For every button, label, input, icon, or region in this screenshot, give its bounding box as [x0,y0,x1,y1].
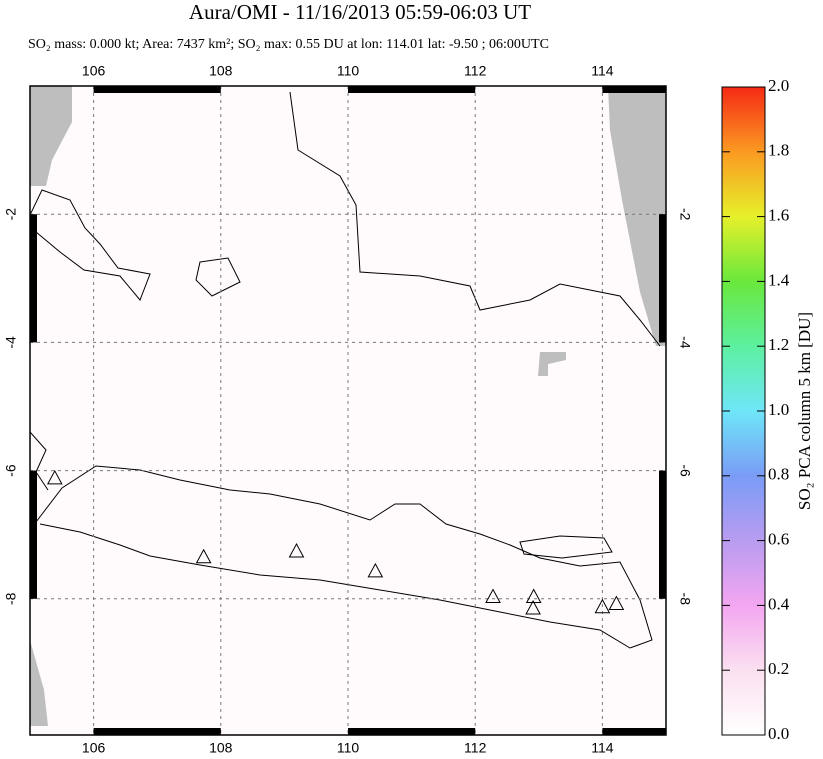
grid [30,86,666,735]
x-tick-label: 112 [464,63,487,79]
frame-band [659,214,666,343]
y-tick-label: -8 [3,592,19,605]
y-tick-label: -8 [677,593,693,606]
y-tick-label: -2 [3,208,19,221]
frame-band [348,86,476,93]
frame [30,86,666,735]
coastline [195,257,241,297]
colorbar-tick-label: 0.4 [768,594,790,613]
coastline [289,91,661,347]
map-border [29,85,667,736]
y-tick-label: -6 [3,464,19,477]
x-tick-label: 108 [209,740,233,756]
colorbar-tick-label: 0.6 [768,530,789,549]
subtitle: SO₂ mass: 0.000 kt; Area: 7437 km²; SO₂ … [28,37,549,52]
x-tick-label: 106 [82,63,106,79]
x-tick-label: 108 [209,63,233,79]
title: Aura/OMI - 11/16/2013 05:59-06:03 UT [189,0,531,24]
frame-band [30,214,37,343]
frame-band [30,470,37,599]
frame-band [602,728,666,735]
volcano-marker [195,548,212,564]
frame-band [93,86,221,93]
frame-band [659,470,666,599]
x-tick-label: 114 [591,740,614,756]
colorbar-tick-label: 1.4 [768,270,790,289]
x-tick-label: 114 [591,63,614,79]
missing-data [608,86,666,346]
volcano-marker [594,598,611,614]
coastline [35,465,653,649]
colorbar-tick-label: 0.8 [768,465,789,484]
y-tick-label: -4 [677,336,693,349]
x-tick-label: 106 [82,740,106,756]
volcano-marker [525,599,541,615]
x-tick-label: 110 [337,63,360,79]
missing-data [538,352,566,376]
colorbar-tick-label: 0.2 [768,659,789,678]
volcano-marker [288,542,305,558]
colorbar-tick-label: 0.0 [768,724,789,743]
volcano-marker [608,595,625,611]
volcano-marker [46,469,63,485]
frame-band [93,728,221,735]
colorbar-label: SO₂ PCA column 5 km [DU] [795,312,814,510]
y-tick-label: -2 [677,208,693,221]
colorbar-tick-label: 1.0 [768,400,789,419]
y-tick-label: -6 [677,464,693,477]
colorbar-tick-label: 1.8 [768,141,789,160]
frame-band [348,728,476,735]
x-tick-label: 112 [464,740,487,756]
volcano-marker [485,588,501,604]
colorbar-tick-label: 1.6 [768,206,789,225]
colorbar-tick-label: 2.0 [768,76,789,95]
y-tick-label: -4 [3,336,19,349]
missing-data [30,640,48,726]
map-layer [30,86,666,726]
volcano-marker [367,562,384,578]
frame-band [602,86,666,93]
colorbar-tick-label: 1.2 [768,335,789,354]
x-tick-label: 110 [337,740,360,756]
coastline [30,431,49,491]
coastline [30,189,151,301]
missing-data [30,86,72,186]
coastline [519,535,613,559]
